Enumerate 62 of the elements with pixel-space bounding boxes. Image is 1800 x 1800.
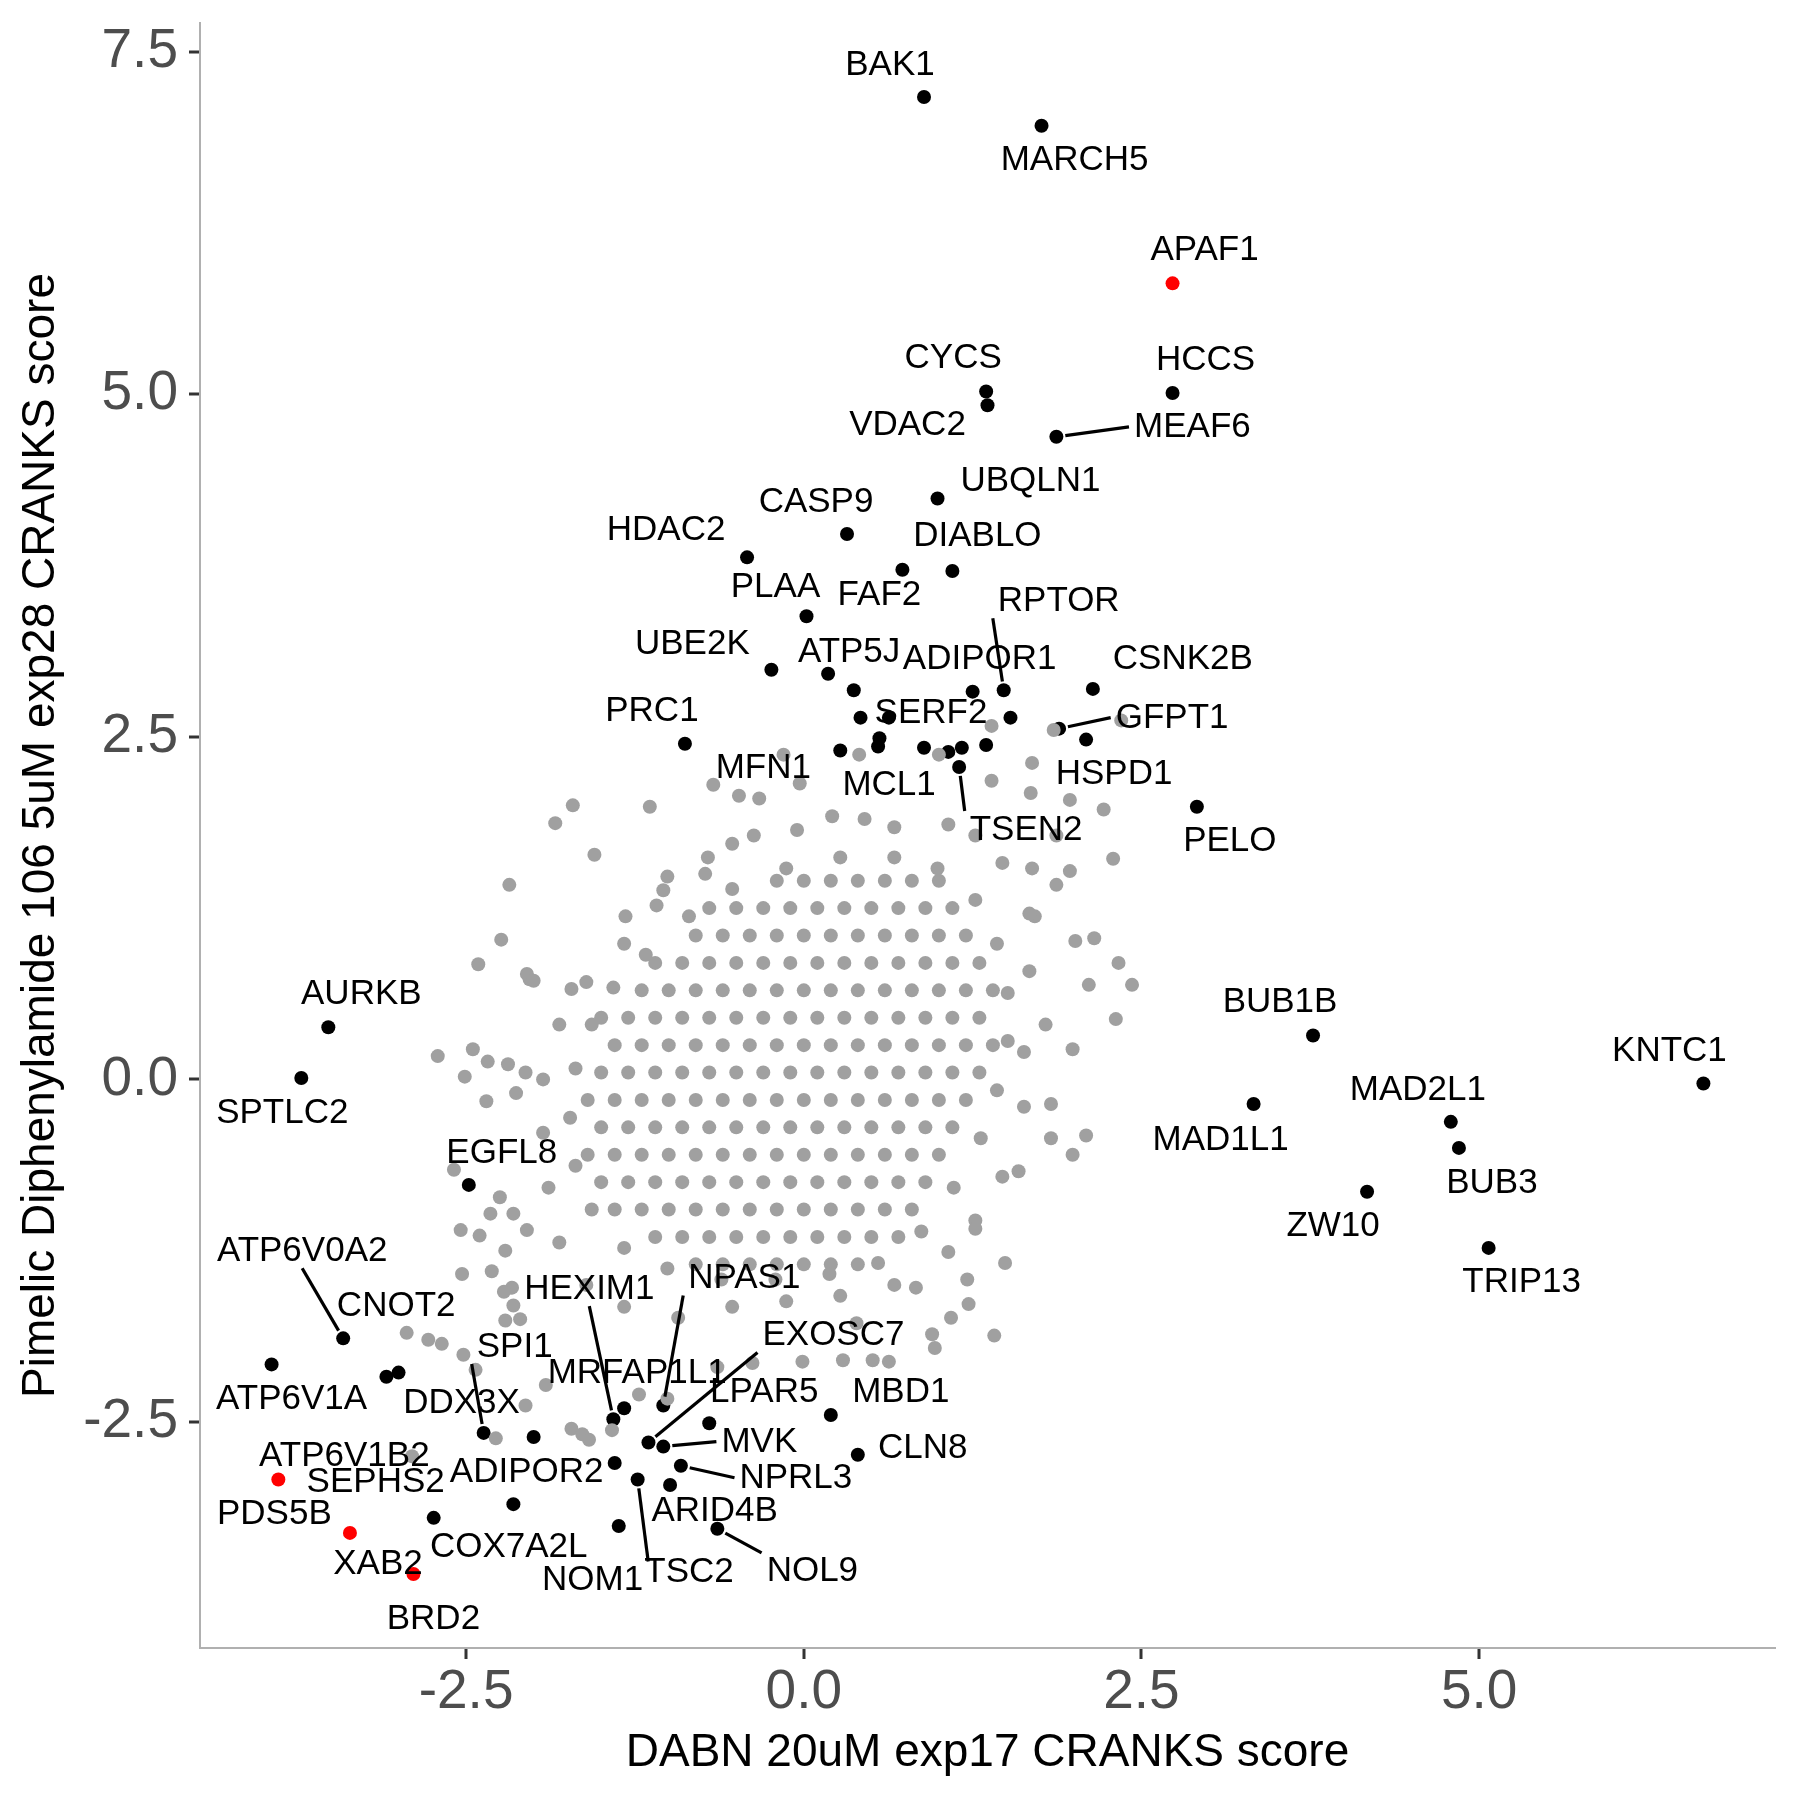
y-axis-title: Pimelic Diphenylamide 106 5uM exp28 CRANKS score bbox=[12, 273, 65, 1398]
x-tick-label: 0.0 bbox=[765, 1658, 843, 1721]
annotation: MFN1 bbox=[715, 746, 811, 786]
annotation: TSC2 bbox=[644, 1549, 734, 1589]
y-tick-label: 7.5 bbox=[101, 16, 178, 79]
annotation: ADIPOR2 bbox=[449, 1449, 604, 1489]
annotation: ATP6V0A2 bbox=[216, 1229, 388, 1268]
annotation: XAB2 bbox=[333, 1541, 423, 1581]
annotation: SPTLC2 bbox=[216, 1090, 349, 1130]
annotation: HSPD1 bbox=[1055, 752, 1173, 792]
annotation: CNOT2 bbox=[336, 1284, 456, 1323]
annotation: PRC1 bbox=[605, 689, 699, 729]
annotation: MAD1L1 bbox=[1152, 1117, 1289, 1157]
x-tick-label: 5.0 bbox=[1440, 1658, 1518, 1721]
annotation: EGFL8 bbox=[446, 1130, 558, 1170]
annotation: NPAS1 bbox=[688, 1256, 801, 1296]
annotation: PLAA bbox=[730, 564, 821, 604]
annotation: BAK1 bbox=[845, 42, 935, 82]
annotation: UBQLN1 bbox=[960, 459, 1101, 499]
annotation: GFPT1 bbox=[1115, 696, 1229, 736]
annotation: ATP6V1A bbox=[216, 1377, 368, 1417]
annotation: FAF2 bbox=[837, 573, 922, 613]
annotation: CASP9 bbox=[758, 479, 874, 519]
annotation: VDAC2 bbox=[849, 402, 966, 442]
annotation: DIABLO bbox=[913, 513, 1042, 553]
y-tick-label: 2.5 bbox=[101, 702, 178, 765]
annotation: MAD2L1 bbox=[1349, 1067, 1486, 1107]
annotation: CSNK2B bbox=[1112, 636, 1253, 676]
annotation: MCL1 bbox=[842, 763, 936, 803]
annotation: MARCH5 bbox=[1000, 138, 1149, 178]
annotation: HDAC2 bbox=[606, 508, 726, 548]
annotation: APAF1 bbox=[1150, 227, 1259, 267]
annotation: CLN8 bbox=[878, 1426, 968, 1466]
annotation: HEXIM1 bbox=[524, 1266, 655, 1306]
annotation: ZW10 bbox=[1286, 1204, 1380, 1244]
y-tick-label: 5.0 bbox=[101, 359, 178, 422]
annotation: PDS5B bbox=[216, 1492, 332, 1532]
x-tick-label: -2.5 bbox=[418, 1658, 514, 1721]
annotation: PELO bbox=[1183, 819, 1277, 859]
y-tick-label: -2.5 bbox=[83, 1387, 178, 1450]
annotation: RPTOR bbox=[997, 578, 1120, 618]
annotation: TRIP13 bbox=[1462, 1259, 1581, 1299]
annotation: BUB3 bbox=[1446, 1160, 1538, 1200]
point bbox=[271, 1472, 286, 1487]
point bbox=[342, 1525, 357, 1540]
annotation: EXOSC7 bbox=[762, 1313, 905, 1353]
annotation: ATP5J bbox=[797, 630, 901, 670]
annotation: BRD2 bbox=[386, 1596, 481, 1636]
x-tick-label: 2.5 bbox=[1103, 1658, 1180, 1721]
x-axis-title: DABN 20uM exp17 CRANKS score bbox=[625, 1724, 1350, 1777]
y-tick-label: 0.0 bbox=[101, 1044, 178, 1107]
annotation: TSEN2 bbox=[969, 807, 1083, 847]
annotation: KNTC1 bbox=[1612, 1029, 1727, 1069]
annotation: MBD1 bbox=[852, 1369, 950, 1409]
annotation: HCCS bbox=[1155, 337, 1256, 377]
point bbox=[1165, 276, 1180, 291]
annotation: UBE2K bbox=[634, 622, 750, 662]
annotation: AURKB bbox=[301, 971, 422, 1011]
annotation: NOL9 bbox=[766, 1549, 859, 1589]
annotation: CYCS bbox=[904, 336, 1002, 376]
annotation: MEAF6 bbox=[1134, 405, 1251, 445]
annotation: BUB1B bbox=[1222, 980, 1338, 1020]
